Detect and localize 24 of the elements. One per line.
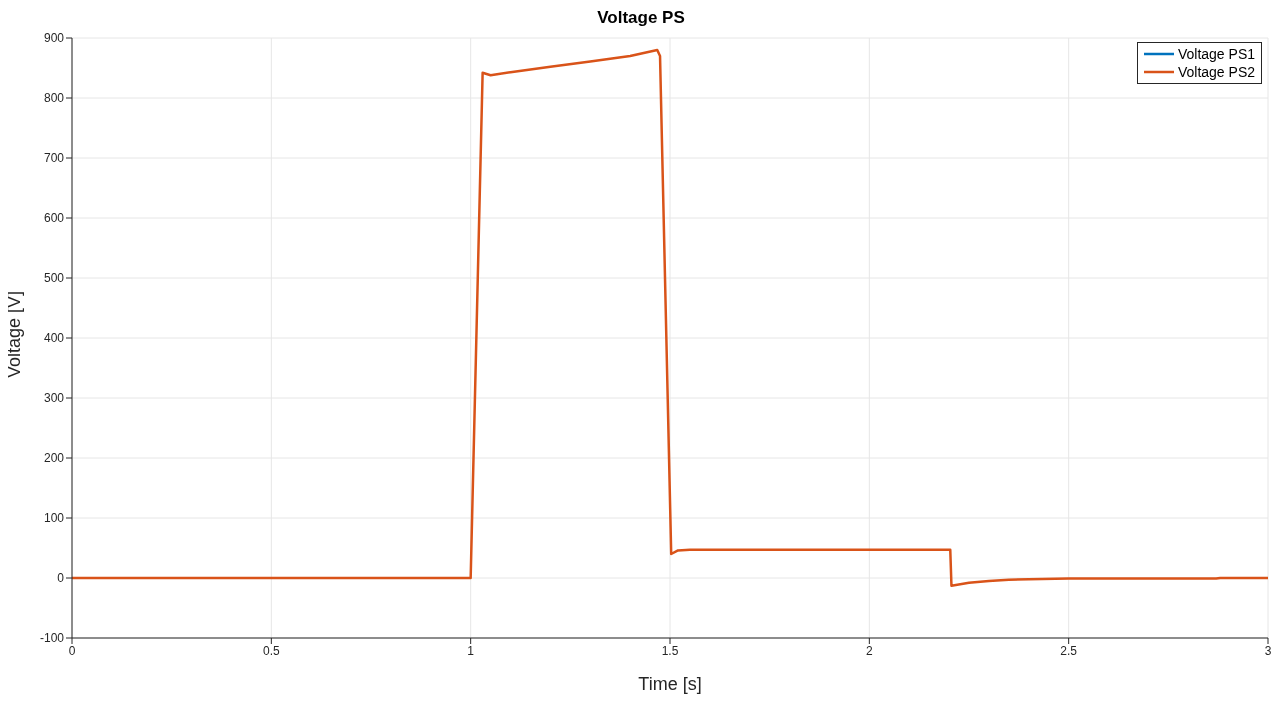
x-tick-label: 2	[865, 643, 873, 658]
y-tick-label: -100	[39, 631, 65, 646]
y-tick-label: 300	[43, 391, 65, 406]
y-tick-label: 900	[43, 31, 65, 46]
x-tick-label: 1.5	[661, 643, 679, 658]
chart-title: Voltage PS	[596, 8, 686, 28]
y-tick-label: 600	[43, 211, 65, 226]
x-tick-label: 0.5	[262, 643, 280, 658]
legend-label: Voltage PS2	[1177, 63, 1255, 81]
x-tick-label: 0	[68, 643, 76, 658]
x-tick-label: 3	[1264, 643, 1272, 658]
y-tick-label: 100	[43, 511, 65, 526]
y-tick-label: 400	[43, 331, 65, 346]
y-axis-title: Voltage [V]	[4, 290, 25, 378]
y-tick-label: 0	[57, 571, 65, 586]
y-tick-label: 200	[43, 451, 65, 466]
legend-label: Voltage PS1	[1177, 45, 1255, 63]
y-tick-label: 500	[43, 271, 65, 286]
x-tick-label: 2.5	[1060, 643, 1078, 658]
x-axis-title: Time [s]	[638, 674, 702, 694]
line-series	[72, 48, 1268, 588]
x-tick-label: 1	[467, 643, 475, 658]
y-tick-label: 800	[43, 91, 65, 106]
y-tick-label: 700	[43, 151, 65, 166]
